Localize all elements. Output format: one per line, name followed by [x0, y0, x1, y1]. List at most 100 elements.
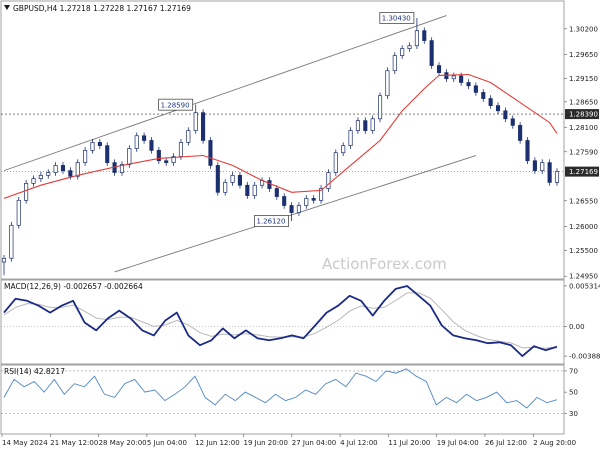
macd-line: [3, 285, 558, 358]
price-tick-label: 1.29650: [569, 51, 598, 59]
macd-tick-label: 0.00: [569, 323, 585, 331]
time-tick-label: 2 Aug 20:00: [533, 439, 576, 447]
candle-body: [282, 196, 287, 206]
candle-body: [451, 75, 456, 80]
candle-body: [252, 184, 257, 196]
candle-body: [554, 171, 560, 183]
candle-52: [385, 67, 390, 100]
time-tick-label: 12 Jun 12:00: [195, 439, 239, 447]
candle-46: [341, 142, 346, 157]
candle-68: [503, 107, 508, 123]
candle-42: [311, 195, 316, 204]
candle-body: [289, 205, 294, 213]
candle-body: [237, 174, 242, 186]
candle-33: [245, 181, 250, 199]
candle-8: [60, 162, 66, 174]
candle-44: [326, 169, 331, 192]
candle-body: [355, 120, 360, 131]
moving-average-line: [3, 73, 558, 199]
candle-body: [83, 150, 88, 163]
candle-body: [422, 30, 427, 41]
candle-27: [201, 109, 206, 144]
axes: 1.30200 1.29650 1.29150 1.28650 1.28100 1.275…: [1, 25, 600, 447]
candle-body: [105, 145, 110, 163]
candle-49: [363, 117, 368, 134]
annotation-2: 1.26120: [254, 215, 289, 227]
annotation-label: 1.30430: [382, 15, 411, 23]
candle-53: [392, 52, 397, 75]
candle-13: [97, 139, 102, 149]
candle-body: [178, 142, 184, 157]
candle-75: [554, 168, 560, 186]
channel-upper-line: [3, 15, 447, 172]
macd-pane-frame: [0, 279, 565, 365]
candle-54: [400, 45, 405, 59]
candle-34: [252, 181, 257, 199]
candle-41: [304, 195, 309, 209]
candle-0: [1, 254, 7, 276]
candle-45: [333, 149, 338, 176]
candle-63: [466, 79, 471, 90]
candle-body: [53, 165, 58, 173]
candle-5: [38, 172, 43, 182]
candle-body: [274, 188, 279, 197]
time-tick-label: 21 May 12:00: [50, 439, 98, 447]
moving-average-series: [3, 73, 558, 199]
candle-61: [451, 72, 456, 83]
candle-body: [459, 75, 464, 83]
candle-28: [208, 137, 213, 169]
candle-body: [24, 182, 29, 201]
candle-body: [134, 135, 139, 149]
rsi-series: [1, 368, 564, 414]
candle-67: [495, 102, 501, 115]
candle-65: [481, 89, 486, 102]
candle-body: [392, 55, 397, 72]
candle-body: [341, 145, 346, 154]
candle-body: [319, 188, 324, 201]
macd-tick-label: 0.005314: [569, 282, 600, 290]
candle-body: [363, 120, 368, 131]
rsi-label: RSI(14) 42.8217: [4, 367, 65, 376]
candle-body: [495, 105, 501, 112]
candle-70: [518, 122, 523, 144]
time-tick-label: 19 Jun 20:00: [244, 439, 288, 447]
candle-7: [53, 162, 58, 176]
candle-36: [267, 177, 272, 192]
candle-50: [370, 115, 375, 134]
candle-body: [215, 165, 220, 193]
candle-body: [296, 205, 301, 213]
candle-69: [510, 115, 515, 129]
candle-body: [473, 85, 478, 93]
candle-23: [171, 153, 176, 166]
macd-series: [1, 285, 564, 358]
candle-58: [429, 37, 434, 69]
candle-body: [90, 142, 95, 151]
rsi-line: [3, 368, 558, 409]
candle-body: [377, 95, 383, 120]
annotation-0: 1.28590: [158, 98, 194, 111]
candle-43: [319, 185, 324, 204]
price-annotations: 1.28590 1.30430 1.26120: [158, 12, 415, 227]
candle-4: [31, 175, 36, 187]
macd-tick-label: -0.003885: [569, 353, 600, 361]
candle-body: [525, 140, 530, 162]
time-tick-label: 19 Jul 04:00: [437, 439, 479, 447]
candle-20: [149, 137, 154, 154]
candle-body: [400, 48, 405, 57]
candle-body: [16, 199, 21, 226]
price-tick-label: 1.30200: [569, 25, 598, 33]
candle-body: [436, 65, 442, 73]
time-tick-label: 4 Jul 12:00: [340, 439, 378, 447]
price-tick-label: 1.26550: [569, 197, 598, 205]
candle-35: [260, 177, 265, 189]
candle-25: [186, 127, 191, 146]
candle-57: [422, 27, 427, 44]
candle-21: [156, 147, 161, 165]
candle-19: [142, 132, 147, 144]
time-tick-label: 14 May 2024: [2, 439, 48, 447]
candle-73: [540, 159, 545, 174]
candle-body: [68, 170, 73, 177]
candle-59: [436, 62, 442, 76]
candle-body: [348, 130, 353, 147]
candle-body: [9, 224, 14, 259]
